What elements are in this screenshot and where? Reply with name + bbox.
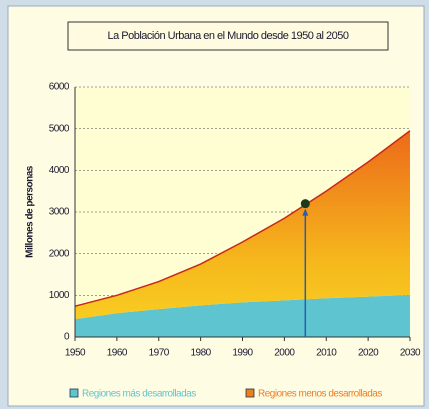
y-tick-label: 1000 — [49, 290, 70, 301]
y-tick-label: 0 — [64, 332, 70, 343]
legend-swatch — [69, 388, 79, 398]
x-tick-label: 2010 — [316, 348, 337, 359]
y-axis-label: Millones de personas — [25, 165, 36, 258]
x-tick-label: 2030 — [400, 348, 421, 359]
title-box — [67, 21, 389, 51]
legend-swatch — [245, 388, 255, 398]
x-tick-label: 1990 — [232, 348, 253, 359]
legend-label: Regiones más desarrolladas — [82, 389, 196, 400]
x-tick-label: 2020 — [358, 348, 379, 359]
area — [75, 294, 410, 337]
area — [75, 130, 410, 320]
y-tick-label: 6000 — [49, 82, 70, 93]
legend-label: Regiones menos desarrolladas — [258, 389, 382, 400]
x-tick-label: 1960 — [107, 348, 128, 359]
x-tick-label: 1980 — [191, 348, 212, 359]
y-tick-label: 3000 — [49, 207, 70, 218]
x-tick-label: 2000 — [274, 348, 295, 359]
x-tick-label: 1970 — [149, 348, 170, 359]
chart-title: La Población Urbana en el Mundo desde 19… — [107, 30, 348, 42]
y-tick-label: 5000 — [49, 123, 70, 134]
top-line — [74, 130, 411, 307]
y-tick-label: 2000 — [49, 248, 70, 259]
arrow-head — [302, 208, 309, 216]
x-tick-label: 1950 — [65, 348, 86, 359]
y-tick-label: 4000 — [49, 165, 70, 176]
highlight-point — [300, 199, 310, 209]
